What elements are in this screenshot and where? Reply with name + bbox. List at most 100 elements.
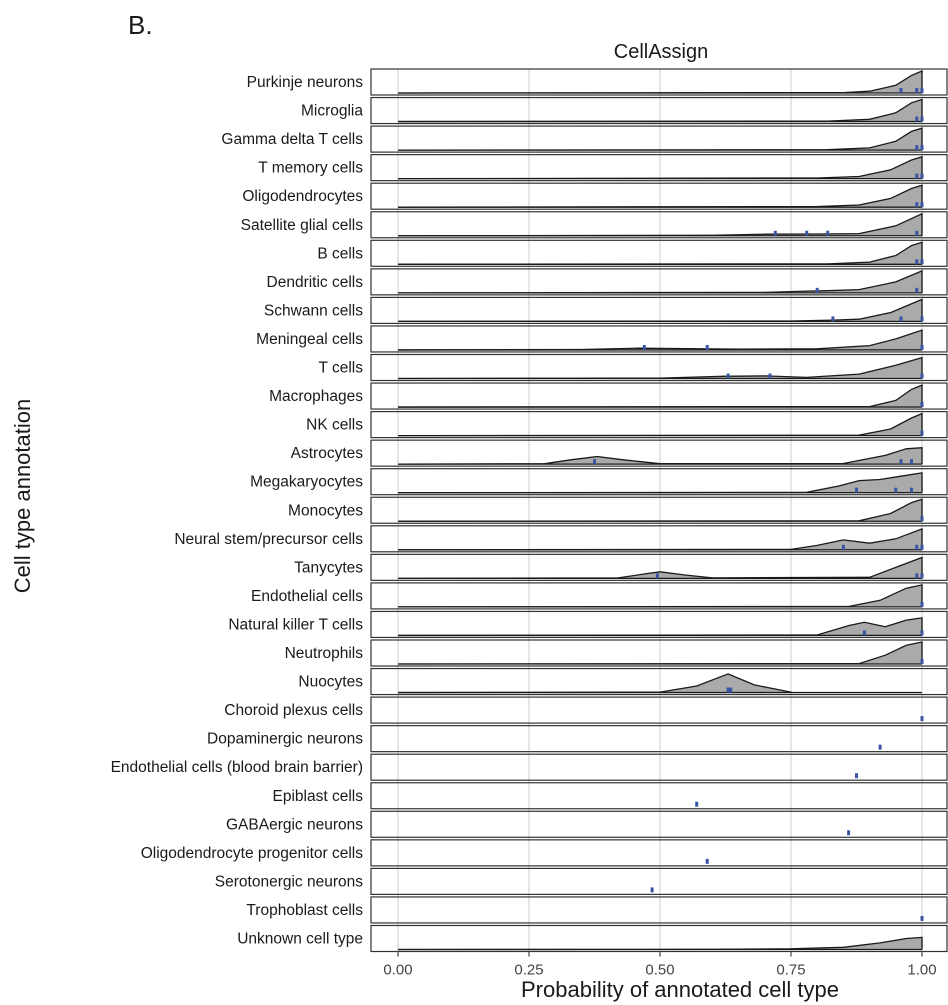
rug-mark (847, 830, 851, 836)
ridge-row: Satellite glial cells (241, 211, 948, 239)
row-label: Choroid plexus cells (224, 702, 363, 719)
density-area (398, 584, 922, 607)
ridge-row: Unknown cell type (237, 924, 948, 953)
density-area (398, 673, 791, 693)
density-area (398, 472, 922, 493)
row-label: Meningeal cells (256, 331, 363, 348)
rug-mark (910, 487, 913, 493)
row-panel (370, 496, 948, 524)
rug-mark (915, 202, 919, 208)
rug-mark (878, 744, 882, 750)
row-label: NK cells (306, 417, 363, 434)
rug-mark (915, 573, 919, 579)
density-area (398, 213, 922, 236)
rug-mark (899, 316, 903, 322)
row-panel (370, 667, 948, 696)
rug-mark (920, 573, 924, 579)
rug-mark (855, 487, 858, 493)
row-label: Trophoblast cells (246, 902, 363, 919)
rug-mark (899, 88, 903, 93)
row-panel (370, 553, 948, 581)
x-tick-label: 0.50 (645, 962, 674, 979)
ridge-row: Gamma delta T cells (221, 125, 948, 153)
rug-mark (815, 287, 819, 293)
row-panel (370, 211, 948, 239)
row-label: T memory cells (258, 160, 363, 177)
ridge-row: GABAergic neurons (226, 810, 948, 838)
rug-mark (910, 459, 913, 465)
density-area (398, 330, 922, 350)
row-panel (370, 468, 948, 496)
x-axis-title: Probability of annotated cell type (521, 977, 839, 1002)
row-label: Oligodendrocyte progenitor cells (141, 845, 364, 862)
row-label: Purkinje neurons (247, 74, 364, 91)
ridge-row: Serotonergic neurons (215, 867, 948, 896)
rug-mark (773, 230, 777, 236)
rug-mark (915, 259, 919, 265)
rug-mark (862, 630, 866, 636)
rug-mark (855, 773, 858, 779)
row-panel (370, 125, 948, 153)
density-line (397, 269, 923, 294)
density-area (398, 617, 922, 636)
rug-mark (920, 344, 924, 350)
y-axis-title: Cell type annotation (10, 399, 35, 593)
row-label: Endothelial cells (blood brain barrier) (111, 759, 363, 776)
ridge-row: Nuocytes (298, 667, 948, 696)
row-panel (370, 239, 948, 267)
row-panel (370, 610, 948, 639)
rug-mark (650, 887, 654, 893)
row-label: Monocytes (288, 502, 363, 519)
row-label: Microglia (301, 103, 363, 120)
row-label: Nuocytes (298, 674, 363, 691)
row-label: Megakaryocytes (250, 474, 363, 491)
density-area (398, 557, 922, 579)
row-panel (370, 696, 948, 724)
density-area (398, 357, 922, 379)
rug-mark (920, 659, 924, 664)
row-panel (370, 839, 948, 867)
row-panel (370, 382, 948, 410)
density-line (397, 356, 923, 380)
density-area (398, 642, 922, 664)
rug-mark (655, 573, 659, 579)
row-panel (370, 154, 948, 182)
row-panel (370, 896, 948, 924)
row-panel (370, 268, 948, 296)
rug-mark (705, 858, 709, 864)
rug-mark (920, 402, 924, 408)
x-tick-label: 1.00 (907, 962, 936, 979)
rug-mark (894, 487, 898, 493)
density-area (398, 299, 922, 322)
rug-mark (920, 430, 924, 436)
rug-mark (915, 287, 919, 293)
row-panel (370, 353, 948, 382)
rug-mark (920, 601, 924, 607)
rug-mark (642, 344, 646, 350)
ridge-row: Astrocytes (291, 439, 948, 467)
ridge-row: NK cells (306, 411, 948, 439)
chart-title: CellAssign (614, 41, 708, 63)
ridge-row: T memory cells (258, 154, 948, 182)
rug-mark (726, 373, 730, 379)
ridge-row: T cells (318, 353, 948, 382)
row-label: Schwann cells (264, 302, 363, 319)
density-line (397, 617, 923, 637)
density-area (398, 528, 922, 550)
row-panel (370, 325, 948, 353)
row-panel (370, 867, 948, 896)
rug-mark (695, 801, 699, 807)
row-label: Serotonergic neurons (215, 873, 363, 890)
rug-mark (915, 173, 919, 179)
ridge-row: Monocytes (288, 496, 948, 524)
rug-mark (915, 145, 919, 151)
row-label: Endothelial cells (251, 588, 363, 605)
rug-mark (920, 544, 924, 550)
ridge-rows: Purkinje neurons Microglia Gamma delta T c… (111, 68, 948, 953)
density-line (397, 556, 923, 579)
rug-mark (768, 373, 772, 379)
row-label: Oligodendrocytes (242, 188, 363, 205)
row-label: Dopaminergic neurons (207, 731, 363, 748)
ridge-row: B cells (317, 239, 948, 267)
